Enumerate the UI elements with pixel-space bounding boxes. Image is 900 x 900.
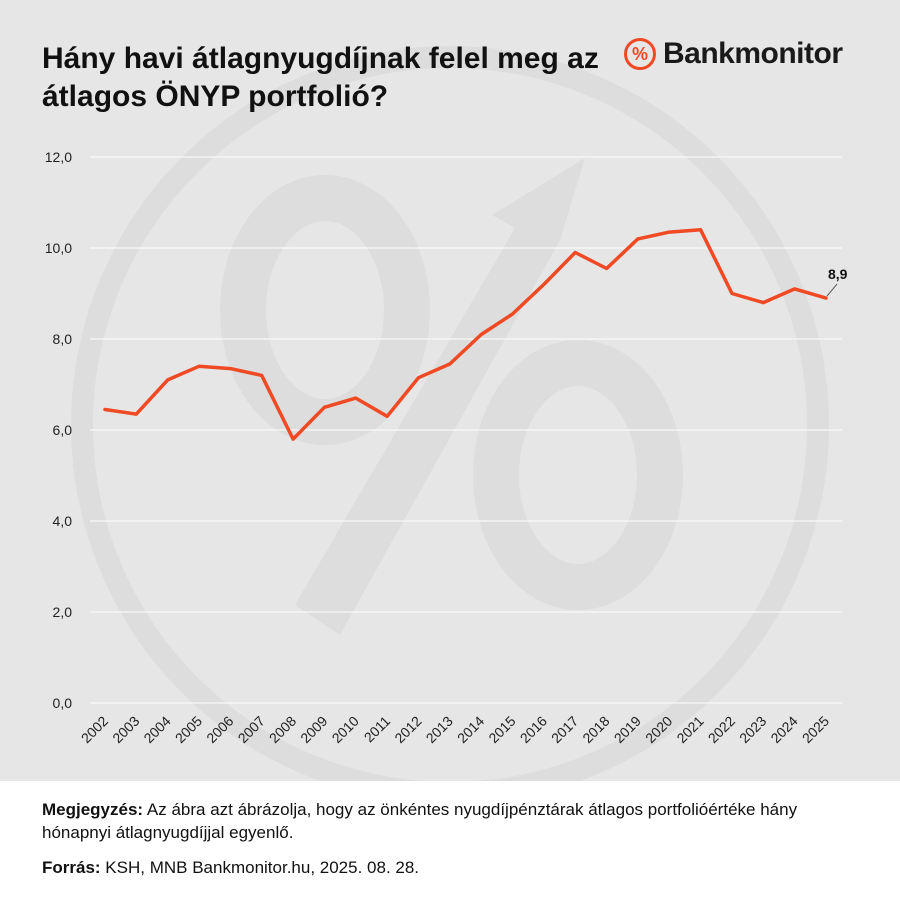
x-tick-label: 2014 bbox=[454, 713, 487, 746]
data-point bbox=[730, 292, 734, 295]
x-tick-label: 2006 bbox=[203, 713, 236, 746]
data-point bbox=[385, 414, 389, 418]
y-tick-label: 4,0 bbox=[53, 513, 73, 529]
footnote: Megjegyzés: Az ábra azt ábrázolja, hogy … bbox=[42, 798, 862, 844]
x-tick-label: 2008 bbox=[266, 713, 299, 746]
data-point bbox=[354, 396, 358, 400]
data-point bbox=[636, 237, 640, 241]
x-tick-label: 2009 bbox=[297, 713, 330, 746]
line-chart: 0,02,04,06,08,010,012,020022003200420052… bbox=[45, 149, 848, 746]
y-tick-label: 2,0 bbox=[53, 604, 73, 620]
x-tick-label: 2004 bbox=[140, 713, 173, 746]
series-line bbox=[103, 228, 828, 441]
data-point bbox=[134, 412, 138, 416]
data-point bbox=[260, 373, 264, 377]
x-tick-label: 2010 bbox=[329, 713, 362, 746]
data-point bbox=[322, 405, 326, 409]
data-point bbox=[416, 376, 420, 380]
x-tick-label: 2003 bbox=[109, 713, 142, 746]
chart-area: Hány havi átlagnyugdíjnak felel meg az á… bbox=[0, 0, 900, 781]
x-tick-label: 2018 bbox=[579, 713, 612, 746]
data-point bbox=[511, 312, 515, 316]
x-tick-label: 2019 bbox=[611, 713, 644, 746]
x-tick-label: 2020 bbox=[642, 713, 675, 746]
footer: Megjegyzés: Az ábra azt ábrázolja, hogy … bbox=[42, 798, 862, 879]
x-tick-label: 2024 bbox=[767, 713, 800, 746]
data-point bbox=[479, 332, 483, 336]
x-tick-label: 2016 bbox=[517, 713, 550, 746]
x-tick-label: 2021 bbox=[673, 713, 706, 746]
y-tick-label: 8,0 bbox=[53, 331, 73, 347]
data-point bbox=[824, 296, 828, 300]
bankmonitor-logo: % Bankmonitor bbox=[624, 37, 843, 71]
note-text: Az ábra azt ábrázolja, hogy az önkéntes … bbox=[42, 800, 798, 842]
y-tick-label: 12,0 bbox=[45, 149, 72, 165]
y-tick-label: 6,0 bbox=[53, 422, 73, 438]
data-point bbox=[761, 301, 765, 305]
data-point bbox=[448, 362, 452, 366]
data-point bbox=[103, 408, 107, 412]
logo-text: Bankmonitor bbox=[663, 37, 843, 70]
data-point bbox=[228, 367, 232, 371]
data-point bbox=[699, 228, 703, 232]
source-label: Forrás: bbox=[42, 858, 101, 877]
x-tick-label: 2017 bbox=[548, 713, 581, 746]
x-tick-label: 2007 bbox=[235, 713, 268, 746]
percent-icon: % bbox=[624, 38, 656, 70]
x-tick-label: 2013 bbox=[423, 713, 456, 746]
data-point bbox=[542, 282, 546, 286]
data-label: 8,9 bbox=[828, 266, 848, 282]
y-tick-label: 0,0 bbox=[53, 695, 73, 711]
y-tick-label: 10,0 bbox=[45, 240, 72, 256]
x-tick-label: 2023 bbox=[736, 713, 769, 746]
source-line: Forrás: KSH, MNB Bankmonitor.hu, 2025. 0… bbox=[42, 856, 862, 879]
data-point bbox=[291, 437, 295, 441]
note-label: Megjegyzés: bbox=[42, 800, 144, 819]
percent-watermark-icon bbox=[0, 0, 900, 781]
data-point bbox=[605, 266, 609, 270]
data-point bbox=[573, 251, 577, 255]
data-point bbox=[197, 364, 201, 368]
chart-title: Hány havi átlagnyugdíjnak felel meg az á… bbox=[42, 42, 599, 113]
data-point bbox=[166, 378, 170, 382]
data-point bbox=[793, 287, 797, 291]
x-tick-label: 2025 bbox=[799, 713, 832, 746]
data-point bbox=[667, 230, 671, 234]
source-text: KSH, MNB Bankmonitor.hu, 2025. 08. 28. bbox=[100, 858, 420, 877]
x-tick-label: 2011 bbox=[361, 713, 394, 746]
x-tick-label: 2015 bbox=[485, 713, 518, 746]
x-tick-label: 2012 bbox=[391, 713, 424, 746]
data-label-leader bbox=[826, 283, 838, 297]
x-tick-label: 2002 bbox=[78, 713, 111, 746]
x-tick-label: 2022 bbox=[705, 713, 738, 746]
x-tick-label: 2005 bbox=[172, 713, 205, 746]
